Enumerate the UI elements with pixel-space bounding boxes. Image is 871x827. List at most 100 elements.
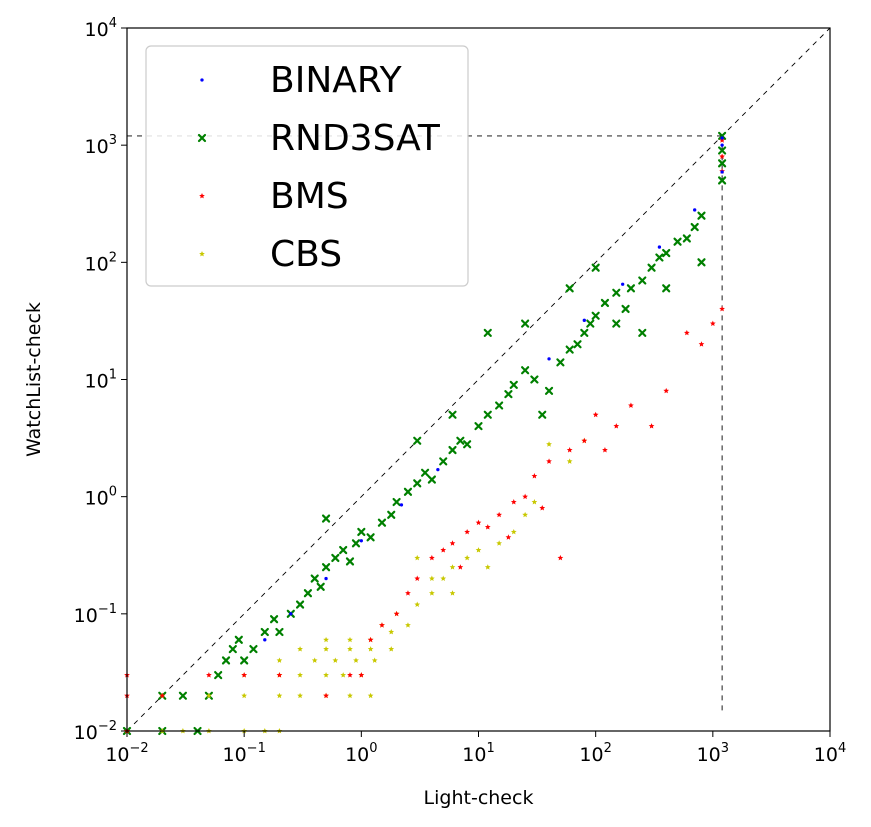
data-point-rnd3sat [275,627,284,637]
data-point-bms [546,458,552,464]
y-tick-label: 103 [85,133,117,158]
legend-entry-binary: BINARY [200,60,403,101]
y-tick-label: 101 [85,368,117,393]
data-point-rnd3sat [269,615,279,624]
data-point-rnd3sat [638,328,647,337]
data-point-rnd3sat [504,390,513,399]
data-point-bms [159,692,166,699]
data-point-cbs [429,575,435,581]
data-point-bms [602,447,608,453]
data-point-rnd3sat [586,319,595,328]
data-point-bms [628,402,634,408]
data-point-bms [496,511,502,518]
data-point-binary [720,136,724,140]
data-point-rnd3sat [427,475,436,484]
data-point-bms [698,341,705,347]
legend-marker [199,251,205,257]
data-point-rnd3sat [249,645,258,654]
data-point-rnd3sat [521,366,530,375]
data-point-cbs [496,540,502,546]
data-point-rnd3sat [316,582,325,591]
data-point-binary [289,612,293,616]
data-point-bms [592,411,599,418]
data-point-cbs [323,636,329,643]
data-point-bms [475,519,482,526]
data-point-rnd3sat [655,253,664,262]
data-point-rnd3sat [366,533,375,542]
data-point-rnd3sat [310,574,319,583]
data-point-rnd3sat [612,319,621,328]
data-point-cbs [323,672,329,678]
data-point-rnd3sat [321,514,331,523]
data-point-rnd3sat [483,410,492,419]
data-point-rnd3sat [221,656,231,665]
data-point-rnd3sat [339,545,348,555]
data-point-cbs [475,547,482,553]
x-tick-label: 100 [345,741,377,766]
data-point-bms [557,554,564,561]
data-point-rnd3sat [718,146,727,155]
data-point-rnd3sat [448,410,457,419]
data-point-cbs [449,564,456,570]
data-point-rnd3sat [351,539,361,548]
data-point-bms [405,590,411,596]
y-axis-title: WatchList-check [23,302,45,457]
data-point-binary [547,357,551,361]
data-point-rnd3sat [718,159,727,168]
data-point-rnd3sat [240,656,249,665]
data-point-binary [399,503,404,507]
data-point-cbs [522,511,528,518]
data-point-binary [720,143,724,147]
data-point-rnd3sat [556,358,565,367]
data-point-cbs [206,692,212,699]
data-point-bms [323,692,329,699]
data-point-binary [582,318,586,322]
x-tick-label: 104 [814,741,846,766]
x-tick-label: 103 [697,741,729,766]
data-point-rnd3sat [647,263,656,272]
data-point-bms [241,672,248,678]
legend-marker [197,133,207,143]
data-point-rnd3sat [448,445,457,455]
data-point-rnd3sat [621,304,630,314]
data-point-cbs [340,672,347,678]
data-point-bms [648,423,655,429]
data-point-bms [206,672,212,678]
legend-box [145,45,469,287]
data-point-rnd3sat [662,248,671,258]
data-point-rnd3sat [682,234,691,243]
data-point-rnd3sat [638,276,647,285]
data-point-rnd3sat [580,328,589,337]
data-point-rnd3sat [673,237,682,246]
data-point-rnd3sat [331,553,340,563]
data-point-cbs [311,657,318,663]
data-point-rnd3sat [718,131,727,140]
data-point-rnd3sat [612,288,621,297]
data-point-rnd3sat [387,510,396,519]
data-point-rnd3sat [420,468,430,477]
legend-entry-bms: BMS [199,176,349,217]
data-point-cbs [429,590,435,596]
data-point-rnd3sat [521,319,530,328]
data-point-cbs [276,657,283,663]
data-point-bms [440,547,447,553]
data-point-rnd3sat [495,401,504,410]
data-point-rnd3sat [591,263,600,272]
data-point-cbs [531,499,538,505]
data-point-bms [379,622,385,628]
data-point-binary [693,208,697,212]
data-point-bms [539,505,546,511]
data-point-bms [531,473,538,479]
data-point-rnd3sat [413,436,422,445]
data-point-bms [719,137,725,143]
data-point-rnd3sat [377,518,387,527]
x-axis: 10−2 10−1 100 101 102 103 104 [105,731,846,766]
data-point-rnd3sat [573,340,582,349]
data-point-cbs [566,458,573,464]
data-point-rnd3sat [228,645,237,654]
data-point-bms [367,636,374,643]
data-point-rnd3sat [591,311,600,320]
data-point-rnd3sat [345,557,355,566]
data-point-cbs [546,441,552,447]
data-point-cbs [371,657,378,663]
